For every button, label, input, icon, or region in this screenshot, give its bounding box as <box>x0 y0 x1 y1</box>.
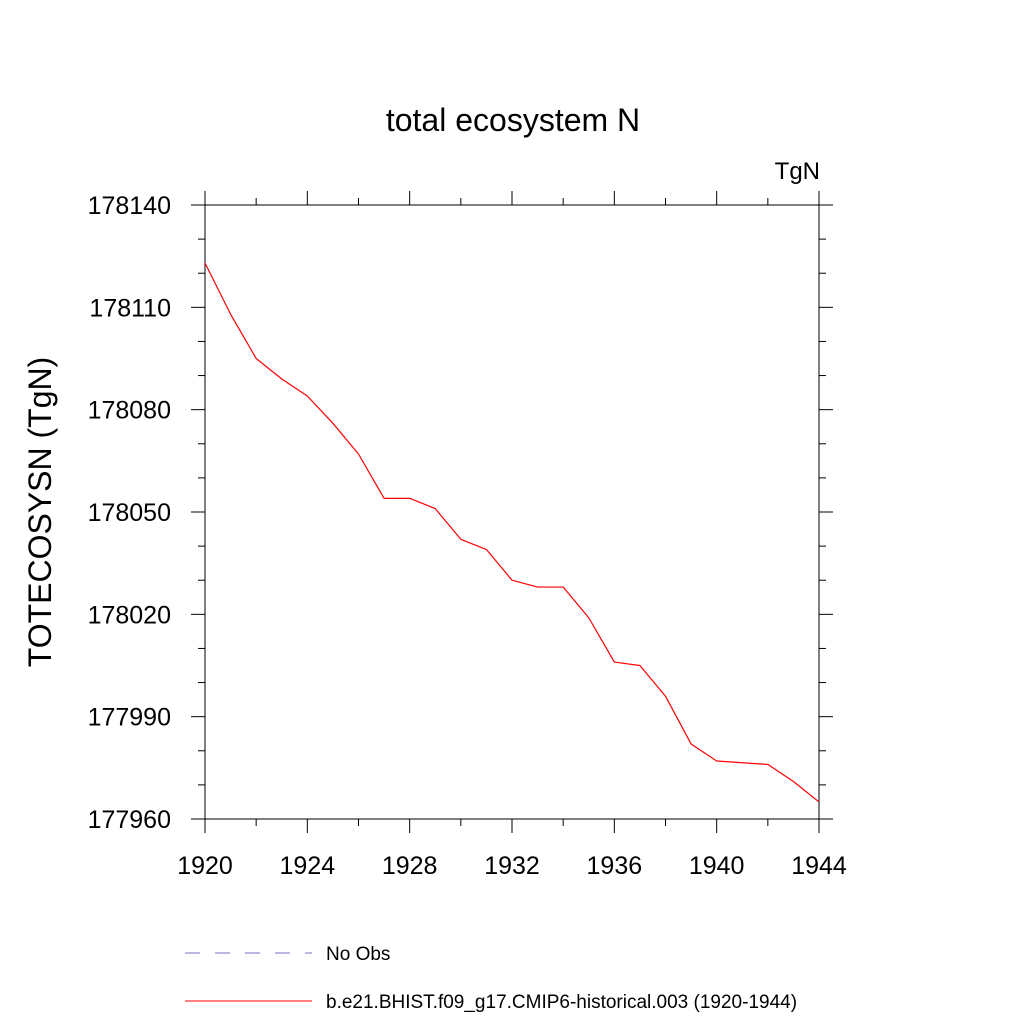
y-axis-label: TOTECOSYSN (TgN) <box>22 357 58 668</box>
x-tick-label: 1924 <box>280 852 336 880</box>
series-line-historical <box>204 262 820 803</box>
chart-title: total ecosystem N <box>386 102 640 138</box>
units-label: TgN <box>775 158 820 185</box>
y-tick-label: 177960 <box>88 806 171 834</box>
x-tick-label: 1936 <box>587 852 643 880</box>
y-tick-label: 178050 <box>88 499 171 527</box>
y-tick-label: 178140 <box>88 192 171 220</box>
x-tick-label: 1932 <box>484 852 540 880</box>
x-tick-label: 1920 <box>177 852 233 880</box>
x-tick-label: 1940 <box>689 852 745 880</box>
plot-frame <box>204 204 820 820</box>
y-tick-label: 178020 <box>88 601 171 629</box>
legend-label-no-obs: No Obs <box>326 944 390 965</box>
x-tick-label: 1944 <box>791 852 847 880</box>
y-axis-ticks: 177960 177990 178020 178050 178080 178110 1781… <box>88 192 833 834</box>
y-tick-label: 177990 <box>88 704 171 732</box>
x-axis-ticks: 1920 1924 1928 1932 1936 1940 1944 <box>177 191 847 880</box>
legend: No Obs b.e21.BHIST.f09_g17.CMIP6-histori… <box>185 944 797 1013</box>
x-tick-label: 1928 <box>382 852 438 880</box>
y-tick-label: 178110 <box>89 294 171 322</box>
legend-label-historical: b.e21.BHIST.f09_g17.CMIP6-historical.003… <box>326 992 797 1013</box>
series-layer <box>204 262 820 803</box>
y-tick-label: 178080 <box>88 397 171 425</box>
